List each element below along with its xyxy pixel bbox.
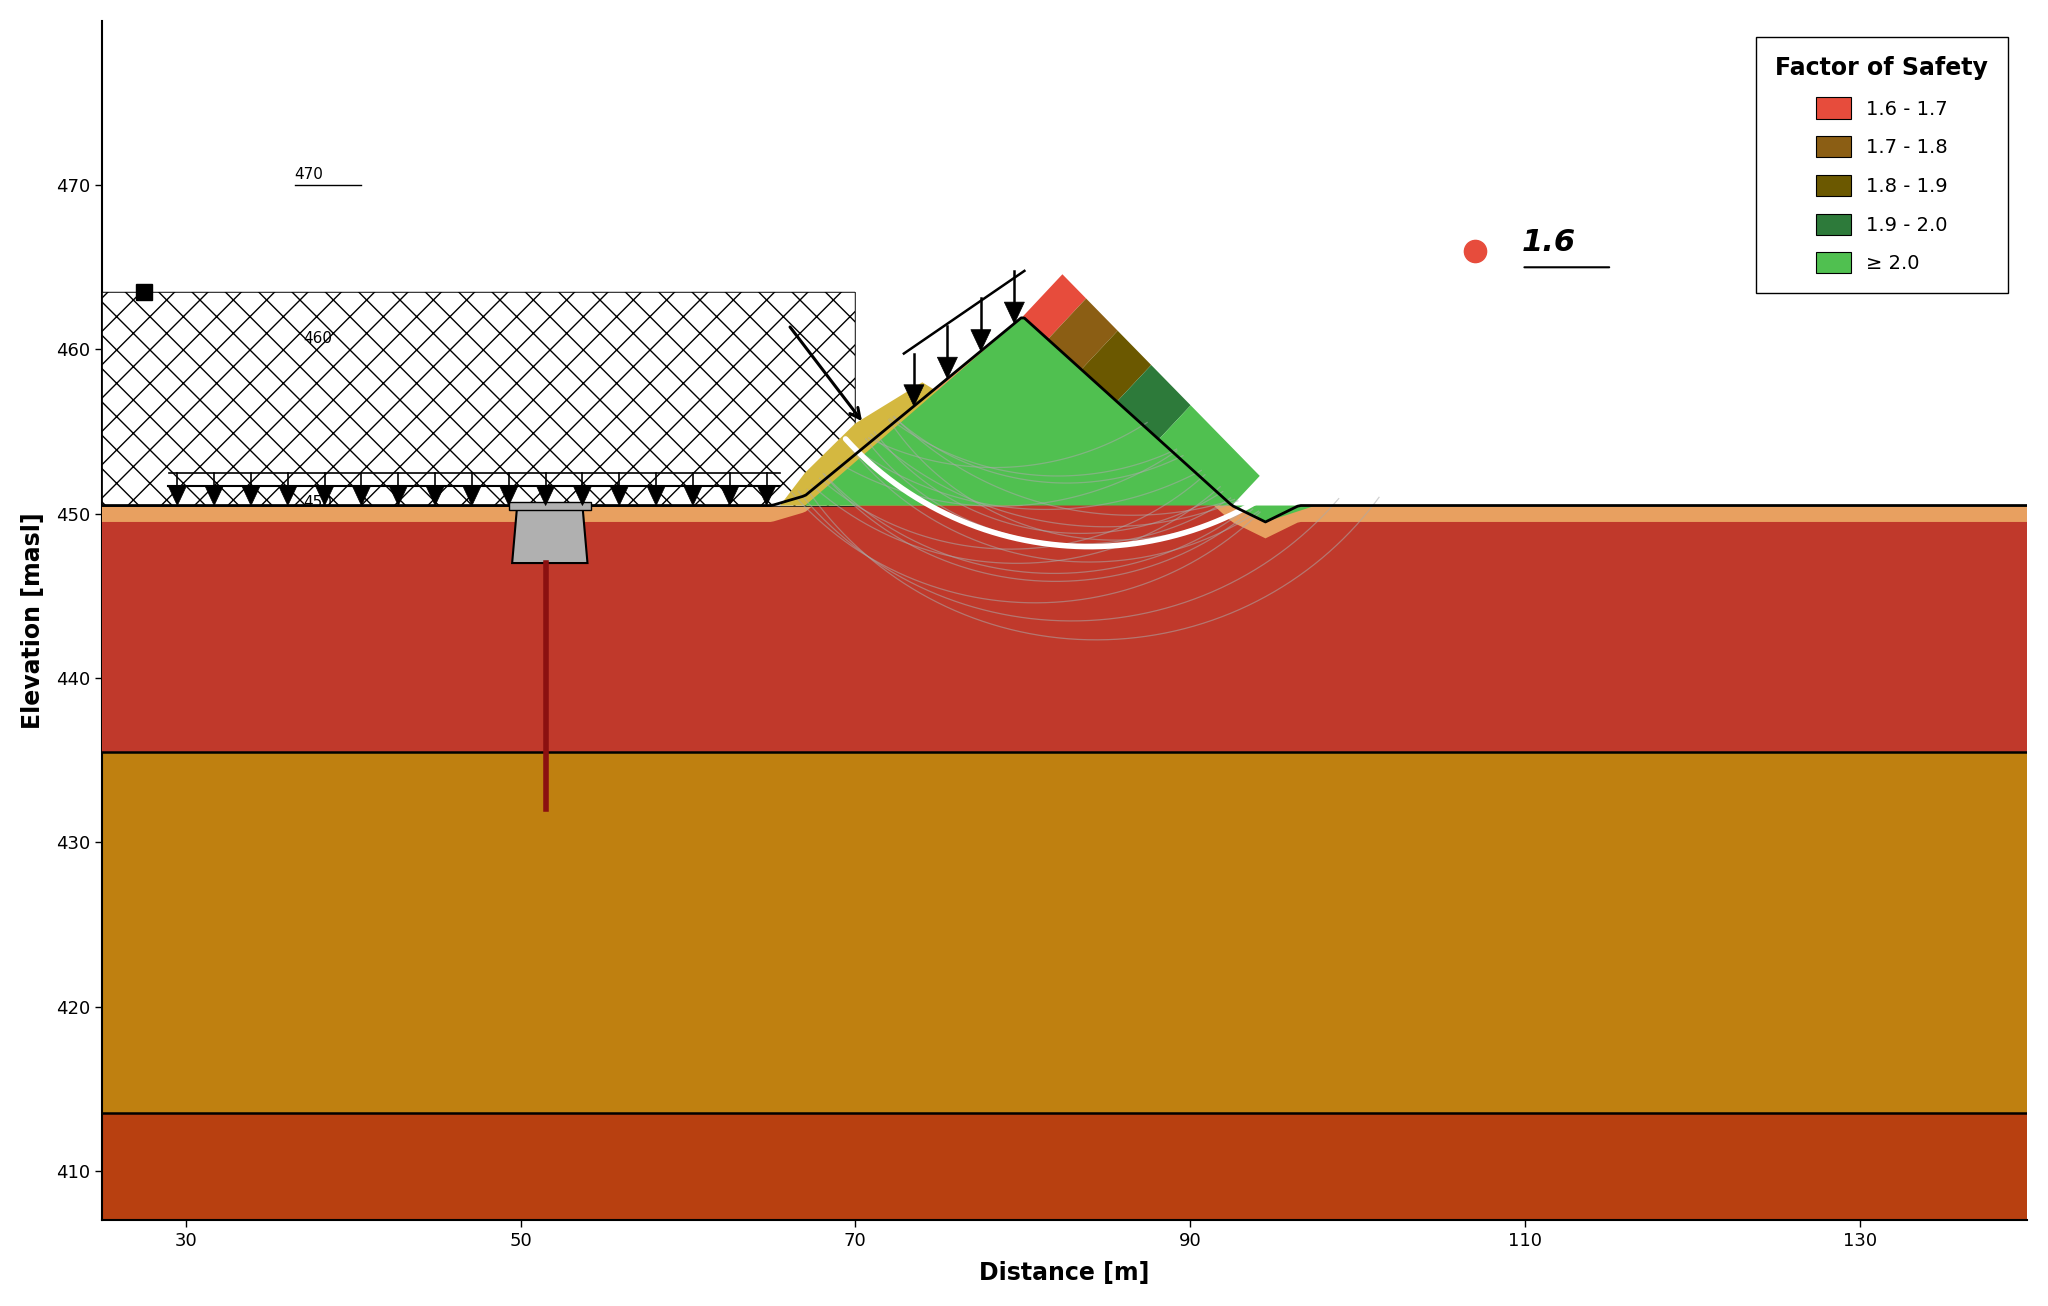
Polygon shape xyxy=(647,486,666,505)
Polygon shape xyxy=(102,1114,2028,1220)
Polygon shape xyxy=(1159,405,1260,505)
Polygon shape xyxy=(500,486,518,505)
Text: 460: 460 xyxy=(303,332,332,346)
Polygon shape xyxy=(389,486,408,505)
Polygon shape xyxy=(805,316,1315,522)
Polygon shape xyxy=(168,486,186,505)
Polygon shape xyxy=(1081,330,1151,402)
Polygon shape xyxy=(1022,274,1085,340)
Polygon shape xyxy=(758,486,776,505)
Polygon shape xyxy=(938,358,958,379)
Polygon shape xyxy=(279,486,297,505)
Polygon shape xyxy=(903,385,924,406)
Polygon shape xyxy=(1004,302,1024,324)
X-axis label: Distance [m]: Distance [m] xyxy=(979,1262,1149,1285)
Polygon shape xyxy=(780,383,1022,505)
Bar xyxy=(508,503,590,511)
Polygon shape xyxy=(205,486,223,505)
Polygon shape xyxy=(352,486,371,505)
Polygon shape xyxy=(463,486,481,505)
Polygon shape xyxy=(102,293,856,505)
Polygon shape xyxy=(426,486,444,505)
Polygon shape xyxy=(721,486,739,505)
Text: 470: 470 xyxy=(295,167,324,182)
Text: 1.6: 1.6 xyxy=(1522,227,1575,257)
Polygon shape xyxy=(1049,299,1118,370)
Polygon shape xyxy=(610,486,629,505)
Polygon shape xyxy=(315,486,334,505)
Polygon shape xyxy=(102,752,2028,1114)
Polygon shape xyxy=(102,317,2028,752)
Polygon shape xyxy=(684,486,702,505)
Polygon shape xyxy=(537,486,555,505)
Polygon shape xyxy=(573,486,592,505)
Polygon shape xyxy=(512,505,588,563)
Polygon shape xyxy=(242,486,260,505)
Polygon shape xyxy=(102,317,2028,538)
Legend: 1.6 - 1.7, 1.7 - 1.8, 1.8 - 1.9, 1.9 - 2.0, ≥ 2.0: 1.6 - 1.7, 1.7 - 1.8, 1.8 - 1.9, 1.9 - 2… xyxy=(1755,37,2007,293)
Y-axis label: Elevation [masl]: Elevation [masl] xyxy=(20,512,45,729)
Polygon shape xyxy=(1116,364,1190,439)
Text: 450: 450 xyxy=(303,495,332,511)
Polygon shape xyxy=(971,329,991,351)
